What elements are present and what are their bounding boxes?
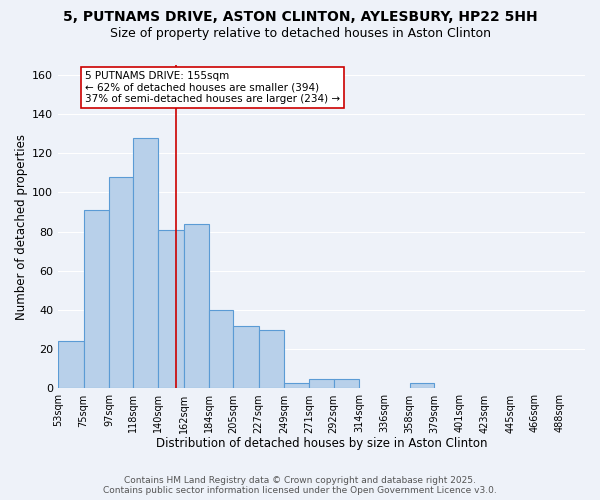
Bar [259, 330, 284, 388]
Text: Size of property relative to detached houses in Aston Clinton: Size of property relative to detached ho… [110, 28, 491, 40]
Bar [334, 378, 359, 388]
Bar [233, 326, 259, 388]
Bar [158, 230, 184, 388]
Text: Contains HM Land Registry data © Crown copyright and database right 2025.
Contai: Contains HM Land Registry data © Crown c… [103, 476, 497, 495]
Text: 5 PUTNAMS DRIVE: 155sqm
← 62% of detached houses are smaller (394)
37% of semi-d: 5 PUTNAMS DRIVE: 155sqm ← 62% of detache… [85, 71, 340, 104]
Y-axis label: Number of detached properties: Number of detached properties [15, 134, 28, 320]
Bar [83, 210, 109, 388]
Bar [133, 138, 158, 388]
Bar [58, 342, 83, 388]
X-axis label: Distribution of detached houses by size in Aston Clinton: Distribution of detached houses by size … [156, 437, 487, 450]
Text: 5, PUTNAMS DRIVE, ASTON CLINTON, AYLESBURY, HP22 5HH: 5, PUTNAMS DRIVE, ASTON CLINTON, AYLESBU… [62, 10, 538, 24]
Bar [310, 378, 334, 388]
Bar [184, 224, 209, 388]
Bar [410, 382, 434, 388]
Bar [109, 176, 133, 388]
Bar [209, 310, 233, 388]
Bar [284, 382, 310, 388]
